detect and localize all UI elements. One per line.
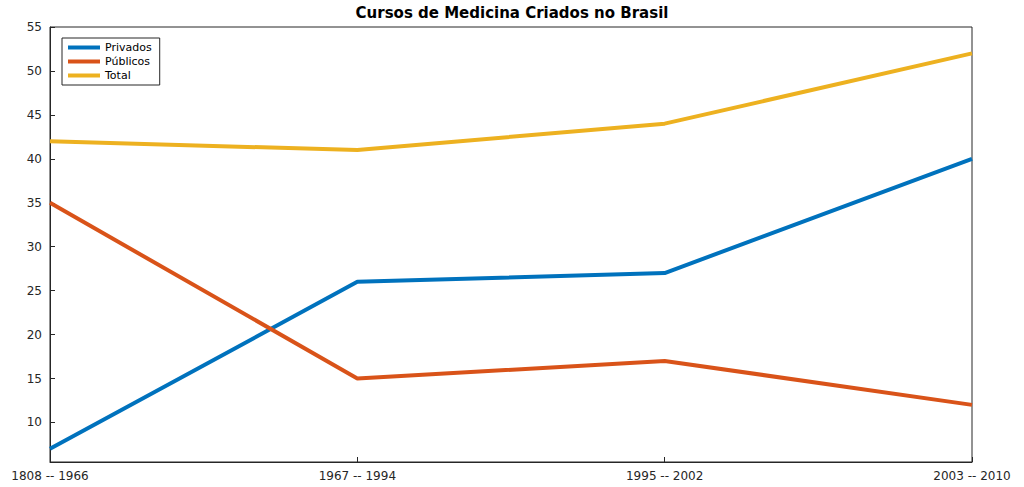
svg-text:40: 40 [27,152,42,166]
svg-text:30: 30 [27,240,42,254]
svg-text:25: 25 [27,284,42,298]
svg-text:Públicos: Públicos [105,55,150,68]
svg-text:15: 15 [27,372,42,386]
svg-text:2003 -- 2010: 2003 -- 2010 [933,469,1010,483]
svg-text:1967 -- 1994: 1967 -- 1994 [319,469,396,483]
svg-text:45: 45 [27,108,42,122]
svg-text:Privados: Privados [105,41,152,54]
svg-text:1808 -- 1966: 1808 -- 1966 [11,469,88,483]
svg-text:55: 55 [27,20,42,34]
svg-text:20: 20 [27,328,42,342]
svg-text:Total: Total [104,69,131,82]
svg-text:50: 50 [27,64,42,78]
svg-text:10: 10 [27,415,42,429]
svg-text:35: 35 [27,196,42,210]
svg-text:Cursos de Medicina Criados no: Cursos de Medicina Criados no Brasil [356,4,669,22]
svg-text:1995 -- 2002: 1995 -- 2002 [626,469,703,483]
